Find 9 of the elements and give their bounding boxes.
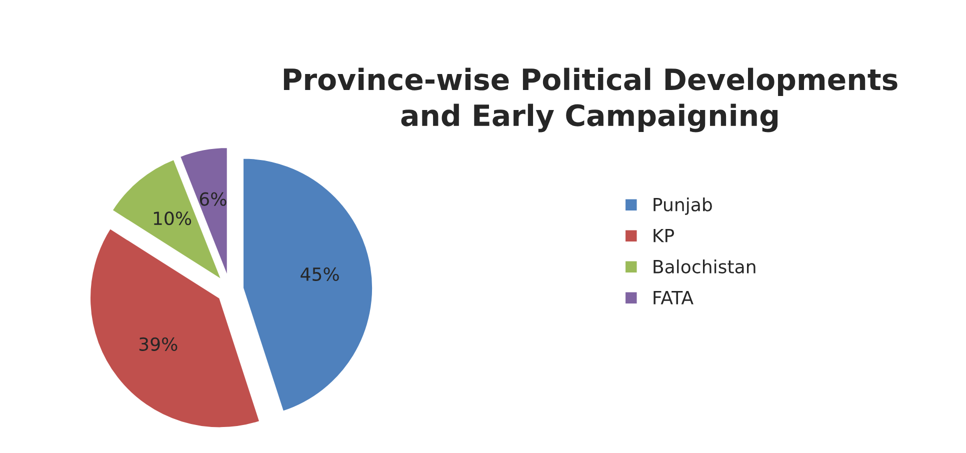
legend-label: KP (654, 229, 674, 242)
legend-label: FATA (654, 291, 694, 304)
data-label: 10% (154, 212, 192, 226)
legend-label: Balochistan (654, 259, 756, 274)
legend-label: Punjab (654, 197, 712, 215)
data-label: 45% (300, 267, 339, 282)
data-label: 39% (139, 337, 178, 351)
chart-title: Province-wise Political Developments and Early Campaigning (284, 68, 898, 132)
data-label: 6% (200, 192, 226, 206)
